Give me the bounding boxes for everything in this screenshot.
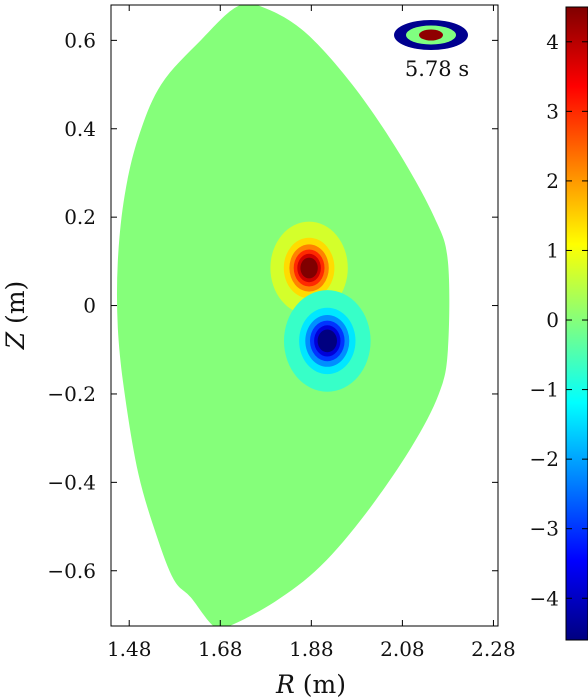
colorbar-tick-label: 4 <box>546 30 559 54</box>
plot-area <box>116 5 450 626</box>
y-tick-label: 0.2 <box>64 205 96 229</box>
colorbar-tick-label: 2 <box>546 169 559 193</box>
x-axis: 1.48 1.68 1.88 2.08 2.28 <box>107 5 516 661</box>
time-label: 5.78 s <box>405 57 469 81</box>
perturbation-lobes <box>270 221 371 392</box>
plot-frame <box>110 4 499 627</box>
colorbar-tick-label: 0 <box>546 308 559 332</box>
y-tick-label: 0.6 <box>64 28 96 52</box>
colorbar-tick-label: −4 <box>530 586 559 610</box>
x-tick-label: 1.88 <box>289 637 334 661</box>
y-tick-label: −0.6 <box>47 559 96 583</box>
colorbar-tick-label: −1 <box>530 378 559 402</box>
time-inset: 5.78 s <box>394 20 469 81</box>
y-tick-label: −0.4 <box>47 470 96 494</box>
contour-level-pos-5 <box>300 257 318 279</box>
y-axis-label: Z (m) <box>1 281 30 351</box>
colorbar-tick-label: 3 <box>546 99 559 123</box>
x-tick-label: 1.68 <box>198 637 243 661</box>
x-tick-label: 1.48 <box>107 637 152 661</box>
colorbar-tick-label: −3 <box>530 517 559 541</box>
colorbar-tick-label: −2 <box>530 447 559 471</box>
x-tick-label: 2.08 <box>380 637 425 661</box>
colorbar <box>565 6 588 641</box>
x-axis-label: R (m) <box>275 670 346 699</box>
inset-core <box>419 29 443 41</box>
colorbar-ticks: 4 3 2 1 0 −1 −2 −3 −4 <box>530 30 588 610</box>
x-tick-label: 2.28 <box>471 637 516 661</box>
contour-level-neg-5 <box>317 329 337 353</box>
y-tick-label: 0.4 <box>64 117 96 141</box>
plasma-cross-section <box>116 5 450 626</box>
y-tick-label: −0.2 <box>47 382 96 406</box>
y-axis: 0.6 0.4 0.2 0 −0.2 −0.4 −0.6 <box>47 28 498 583</box>
colorbar-tick-label: 1 <box>546 238 559 262</box>
y-tick-label: 0 <box>83 294 96 318</box>
